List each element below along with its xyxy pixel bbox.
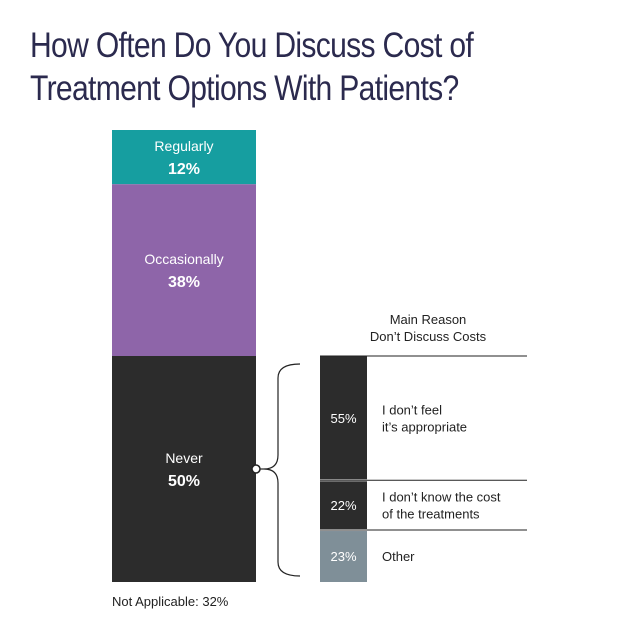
breakdown-brace [263, 363, 301, 577]
breakdown-label-1-line-1: I don’t feel [382, 403, 442, 418]
chart-title: How Often Do You Discuss Cost of Treatme… [30, 24, 546, 110]
segment-value-never: 50% [168, 473, 200, 490]
breakdown-value-3: 23% [330, 549, 356, 564]
breakdown-bar-segment-3 [320, 531, 367, 582]
segment-label-never: Never [165, 450, 203, 466]
breakdown-bar-segment-2 [320, 481, 367, 530]
breakdown-label-3-line-1: Other [382, 549, 415, 564]
breakdown-title-line-2: Don’t Discuss Costs [370, 329, 487, 344]
segment-label-regularly: Regularly [154, 138, 213, 154]
segment-label-occasionally: Occasionally [144, 251, 223, 267]
segment-value-occasionally: 38% [168, 274, 200, 291]
breakdown-value-1: 55% [330, 411, 356, 426]
breakdown-bar-segment-1 [320, 356, 367, 480]
breakdown-label-2-line-1: I don’t know the cost [382, 490, 501, 505]
connector-dot [251, 464, 261, 474]
chart-title-line-2: Treatment Options With Patients? [30, 69, 459, 108]
segment-value-regularly: 12% [168, 161, 200, 178]
breakdown-label-2-line-2: of the treatments [382, 507, 480, 522]
bar-segment-never [112, 356, 256, 582]
bar-segment-regularly [112, 130, 256, 185]
breakdown-title-line-1: Main Reason [390, 312, 467, 327]
chart-title-line-1: How Often Do You Discuss Cost of [30, 26, 474, 65]
not-applicable-note: Not Applicable: 32% [112, 594, 229, 609]
breakdown-value-2: 22% [330, 498, 356, 513]
breakdown-label-1-line-2: it’s appropriate [382, 420, 467, 435]
bar-segment-occasionally [112, 184, 256, 356]
